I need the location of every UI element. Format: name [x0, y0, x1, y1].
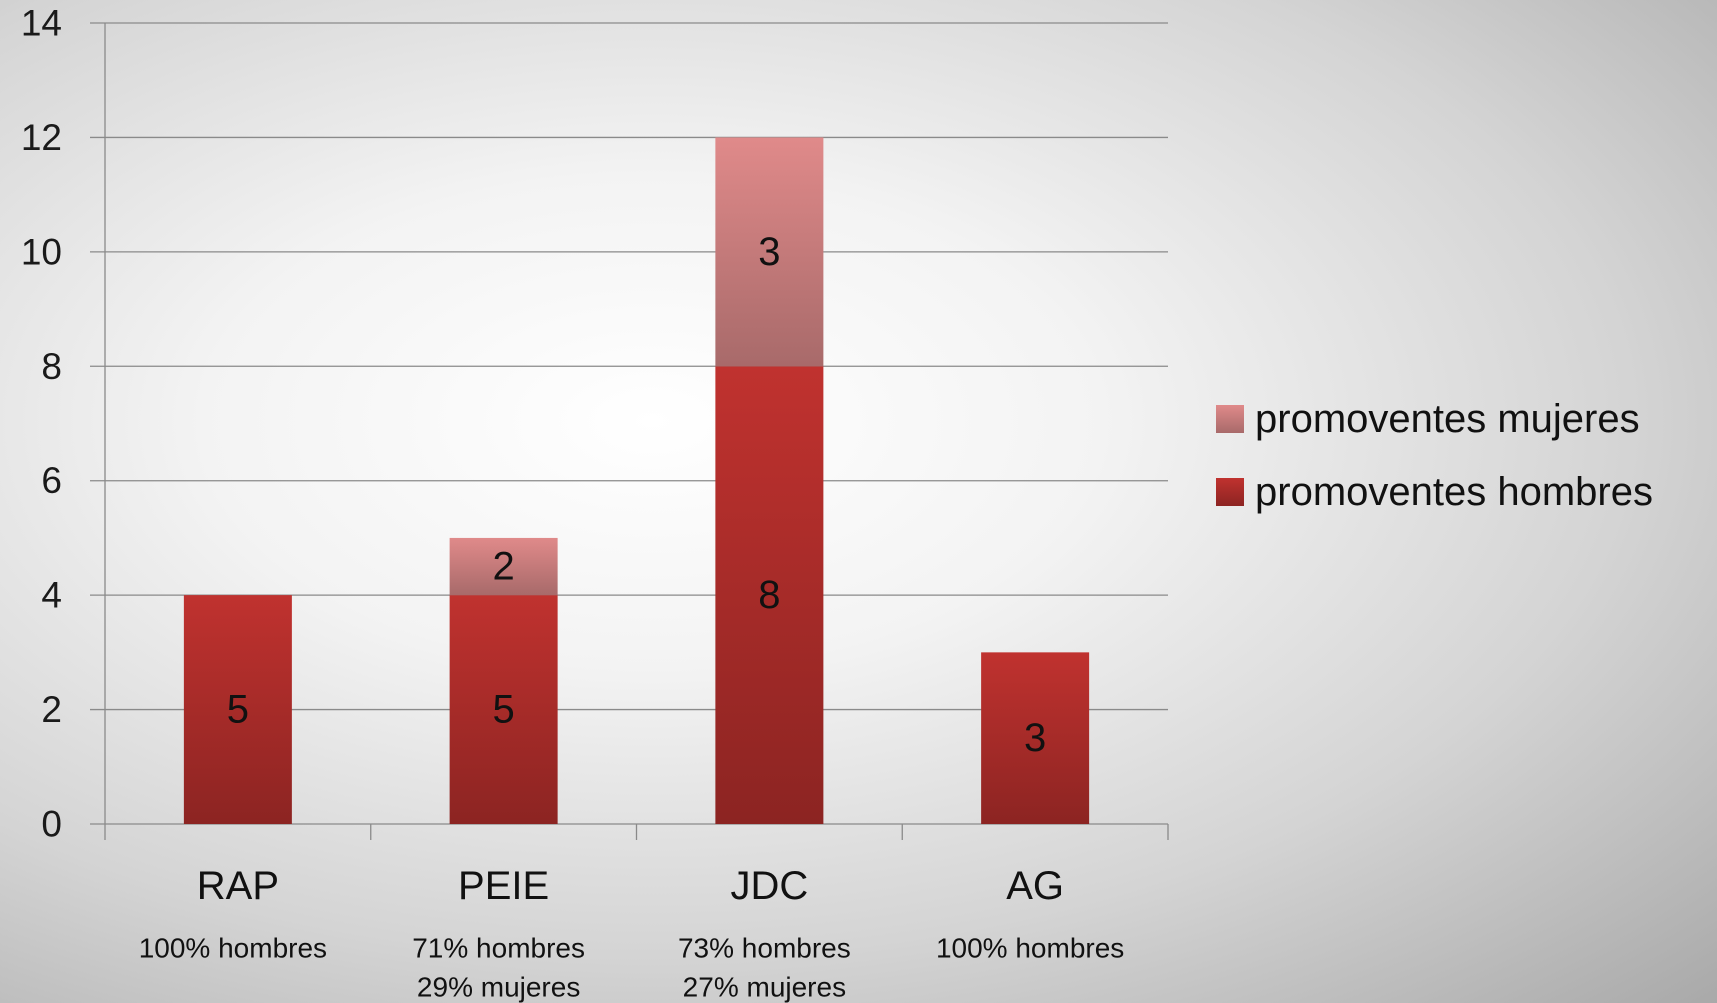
bar-hombres-jdc: [715, 366, 824, 824]
x-axis: RAP 100% hombres PEIE 71% hombres 29% mujere…: [90, 823, 1169, 1003]
y-tick-label: 0: [41, 804, 62, 845]
bars: [183, 137, 1090, 824]
legend: promoventes mujeres promoventes hombres: [1216, 397, 1653, 514]
bar-hombres-peie: [449, 595, 558, 824]
data-label: 5: [227, 688, 249, 732]
y-tick-label: 10: [21, 231, 62, 272]
y-tick-label: 4: [41, 575, 62, 616]
legend-label: promoventes hombres: [1255, 470, 1653, 514]
data-label: 5: [493, 688, 515, 732]
bar-mujeres-peie: [449, 537, 558, 596]
category-sublabel: 71% hombres: [412, 933, 585, 964]
data-label: 8: [758, 573, 780, 617]
data-label: 3: [758, 230, 780, 274]
category-sublabel: 73% hombres: [678, 933, 851, 964]
category-sublabel: 29% mujeres: [417, 972, 580, 1003]
bar-hombres-ag: [981, 652, 1090, 824]
category-sublabel: 100% hombres: [139, 933, 327, 964]
y-tick-label: 12: [21, 117, 62, 158]
bar-mujeres-jdc: [715, 137, 824, 367]
y-tick-label: 2: [41, 689, 62, 730]
y-tick-label: 6: [41, 460, 62, 501]
category-label: PEIE: [458, 864, 549, 908]
data-label: 3: [1024, 716, 1046, 760]
y-tick-label: 8: [41, 346, 62, 387]
category-sublabel: 27% mujeres: [683, 972, 846, 1003]
legend-swatch: [1216, 478, 1244, 506]
category-label: JDC: [730, 864, 808, 908]
legend-swatch: [1216, 405, 1244, 433]
legend-label: promoventes mujeres: [1255, 397, 1640, 441]
category-sublabel: 100% hombres: [936, 933, 1124, 964]
y-axis: 0 2 4 6 8 10 12 14: [21, 3, 106, 845]
data-label: 2: [493, 545, 515, 589]
y-tick-label: 14: [21, 3, 62, 44]
bar-hombres-rap: [183, 595, 292, 824]
category-label: AG: [1006, 864, 1064, 908]
data-labels: 5 5 2 8 3 3: [227, 230, 1047, 760]
category-label: RAP: [197, 864, 279, 908]
